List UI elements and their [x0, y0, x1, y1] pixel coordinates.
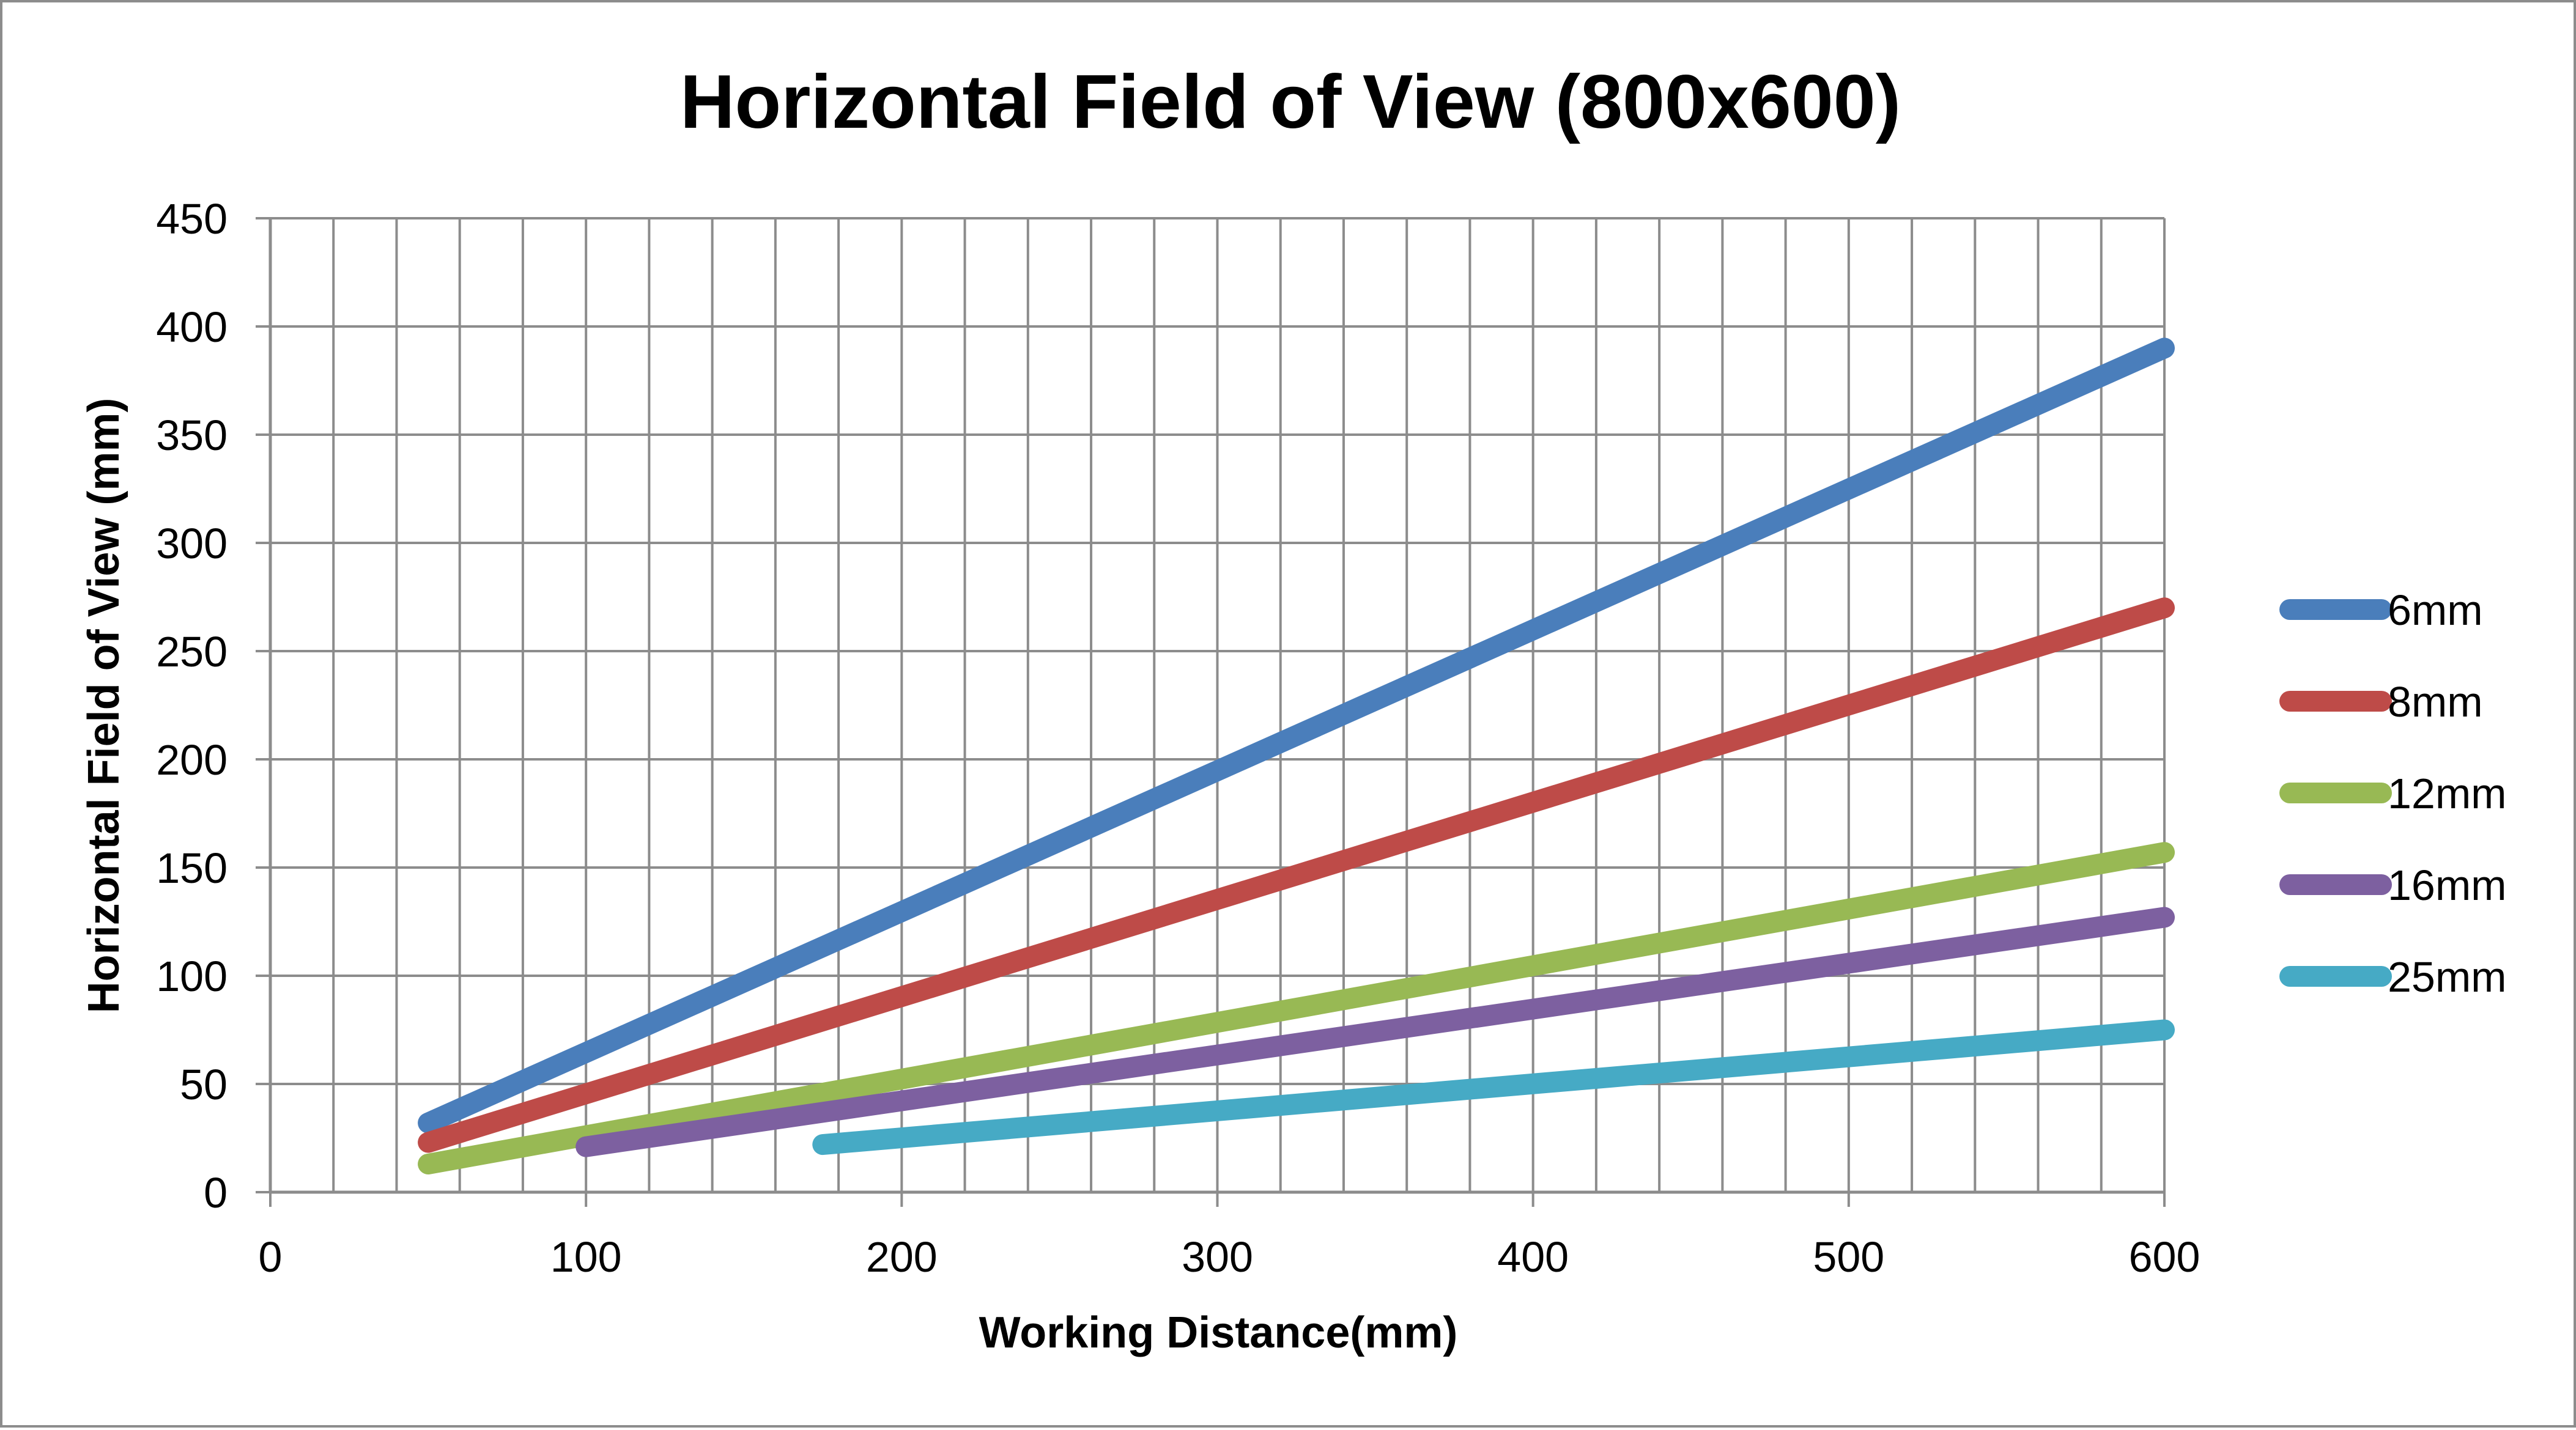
y-tick-label: 350 — [156, 411, 228, 459]
x-tick-label: 100 — [550, 1233, 622, 1281]
x-axis-title: Working Distance(mm) — [979, 1308, 1458, 1357]
tick-label-layer: 0 50 100 150 200 250 300 350 400 450 0 100 200 300 400… — [156, 195, 2200, 1281]
series-line-8mm — [418, 597, 2175, 1153]
axes-layer — [256, 217, 2166, 1207]
x-tick-label: 400 — [1497, 1233, 1569, 1281]
legend-label-12mm: 12mm — [2388, 770, 2506, 817]
y-tick-label: 250 — [156, 628, 228, 676]
series-line-16mm — [576, 907, 2175, 1157]
series-layer — [418, 337, 2175, 1174]
y-tick-label: 50 — [180, 1061, 228, 1108]
series-line-12mm — [418, 842, 2175, 1174]
legend-label-16mm: 16mm — [2388, 861, 2506, 909]
y-tick-label: 400 — [156, 303, 228, 351]
y-tick-label: 450 — [156, 195, 228, 243]
legend-label-6mm: 6mm — [2388, 586, 2483, 634]
legend-label-8mm: 8mm — [2388, 678, 2483, 726]
x-tick-label: 300 — [1182, 1233, 1253, 1281]
y-tick-label: 300 — [156, 520, 228, 567]
y-tick-label: 100 — [156, 953, 228, 1000]
y-axis-title: Horizontal Field of View (mm) — [80, 398, 128, 1014]
x-tick-label: 0 — [259, 1233, 283, 1281]
x-tick-label: 200 — [866, 1233, 938, 1281]
y-tick-label: 0 — [204, 1169, 228, 1217]
chart-title: Horizontal Field of View (800x600) — [680, 60, 1901, 144]
x-tick-label: 500 — [1813, 1233, 1884, 1281]
grid-layer — [269, 217, 2166, 1193]
x-tick-label: 600 — [2129, 1233, 2200, 1281]
y-tick-label: 200 — [156, 736, 228, 784]
y-tick-label: 150 — [156, 844, 228, 892]
series-line-6mm — [418, 337, 2175, 1133]
legend: 6mm 8mm 12mm 16mm 25mm — [2279, 586, 2506, 1001]
legend-label-25mm: 25mm — [2388, 953, 2506, 1001]
series-line-25mm — [812, 1019, 2175, 1155]
